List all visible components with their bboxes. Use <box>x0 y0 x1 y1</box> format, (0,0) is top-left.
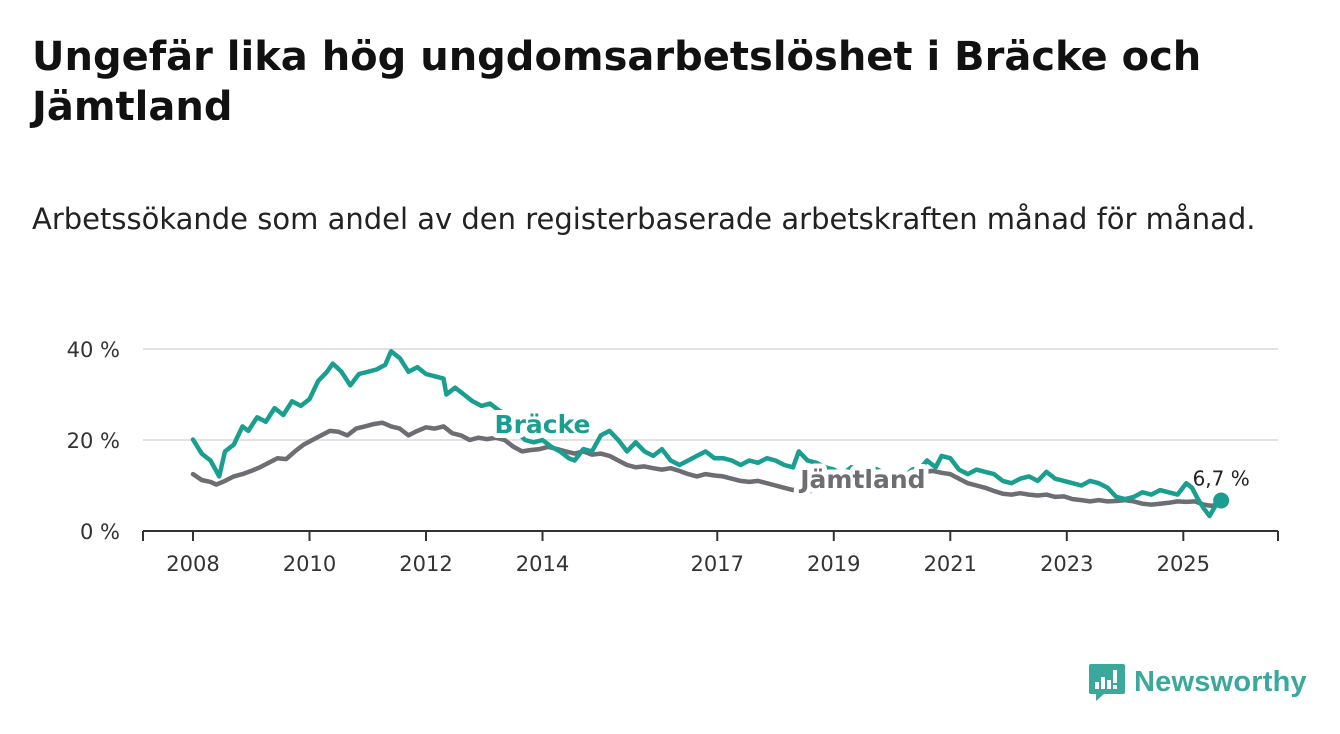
y-tick-label: 20 % <box>67 429 120 453</box>
series-label-halo-jamtland: Jämtland <box>798 465 925 494</box>
series-line-jamtland <box>190 420 1224 509</box>
x-tick-label: 2014 <box>516 552 569 576</box>
end-value-label: 6,7 % <box>1193 467 1250 491</box>
series-label-bracke: Bräcke <box>495 410 591 439</box>
x-tick-label: 2019 <box>807 552 860 576</box>
line-chart: 0 % 20 % 40 % 2008 2010 2012 2014 2017 2019 2021… <box>67 338 1279 576</box>
brand-name: Newsworthy <box>1134 665 1307 698</box>
series-label-halo-bracke: Bräcke <box>495 410 591 439</box>
gridlines <box>143 348 1278 441</box>
x-tick-label: 2025 <box>1157 552 1210 576</box>
newsworthy-logo: Newsworthy <box>1088 660 1307 704</box>
y-axis-ticks: 0 % 20 % 40 % <box>67 338 120 544</box>
x-tick-label: 2017 <box>691 552 744 576</box>
newsworthy-logo-icon <box>1089 664 1125 701</box>
x-axis: 2008 2010 2012 2014 2017 2019 2021 2023 2025 <box>142 530 1279 576</box>
x-tick-label: 2023 <box>1040 552 1093 576</box>
x-tick-label: 2008 <box>166 552 219 576</box>
series-label-jamtland: Jämtland <box>798 465 925 494</box>
chart-subtitle: Arbetssökande som andel av den registerb… <box>32 202 1256 236</box>
x-tick-label: 2021 <box>924 552 977 576</box>
end-point-marker <box>1213 492 1230 509</box>
x-tick-label: 2010 <box>283 552 336 576</box>
y-tick-label: 0 % <box>80 520 120 544</box>
series-line-bracke <box>190 349 1224 519</box>
series-lines <box>190 349 1224 519</box>
y-tick-label: 40 % <box>67 338 120 362</box>
x-tick-label: 2012 <box>399 552 452 576</box>
chart-title: Ungefär lika hög ungdomsarbetslöshet i B… <box>32 34 1202 130</box>
